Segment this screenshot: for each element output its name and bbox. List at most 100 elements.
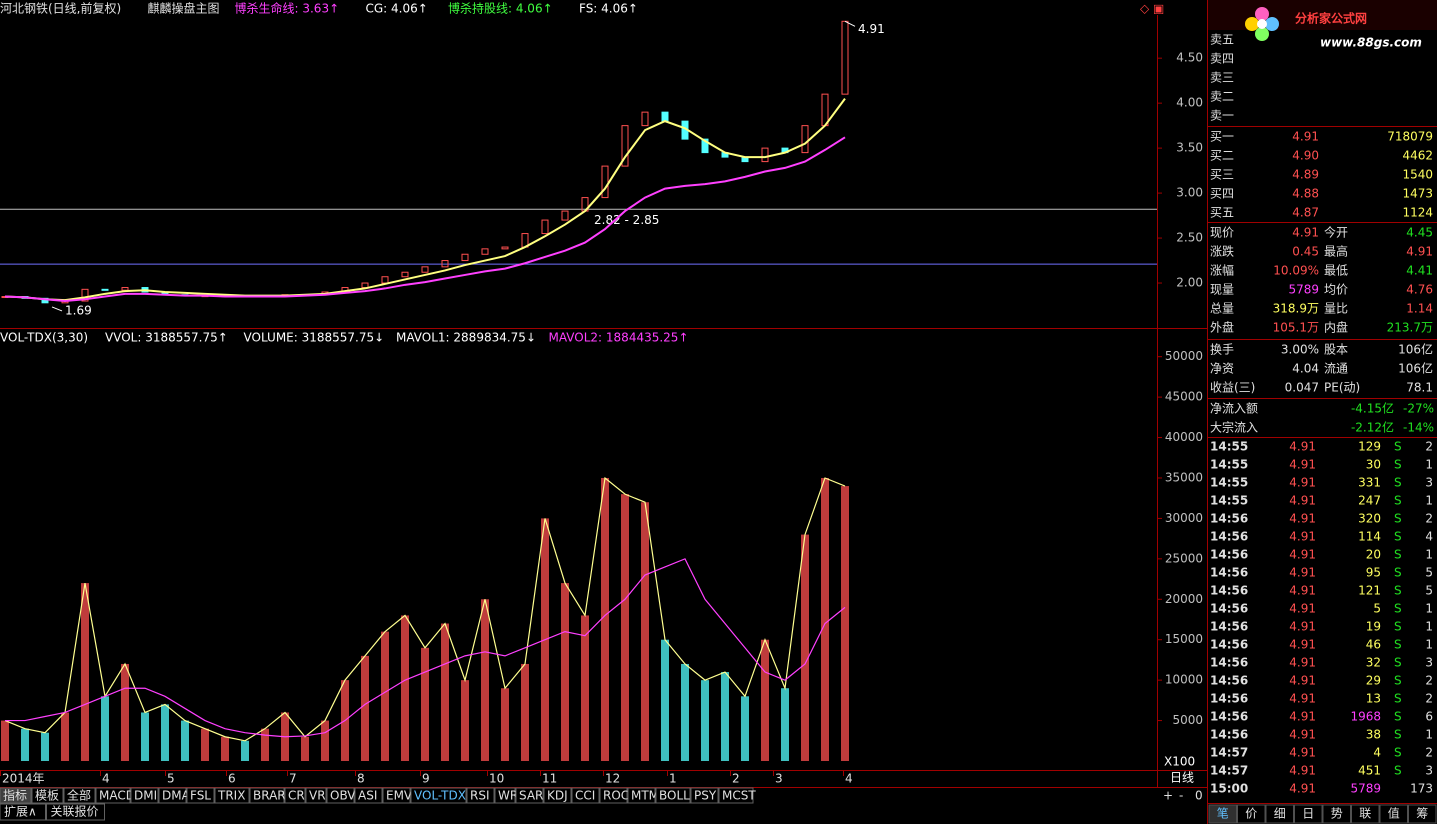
- indicator-tab[interactable]: [354, 787, 383, 804]
- stat-label: 总量: [1210, 302, 1234, 316]
- panel-tab[interactable]: [1322, 804, 1351, 824]
- fund-value: 0.047: [1285, 381, 1319, 395]
- panel-tab-label[interactable]: 价: [1245, 807, 1257, 821]
- indicator-tab-label[interactable]: WR: [498, 789, 518, 803]
- candle: [81, 288, 89, 302]
- trade-volume: 114: [1358, 530, 1381, 544]
- y-tick-label: 35000: [1165, 470, 1203, 484]
- indicator-tab[interactable]: [571, 787, 600, 804]
- indicator-tab[interactable]: [543, 787, 572, 804]
- trade-side: S: [1394, 602, 1402, 616]
- indicator-tab[interactable]: [599, 787, 628, 804]
- stat-value: 213.7万: [1387, 321, 1433, 335]
- indicator-tab-label[interactable]: TRIX: [217, 789, 245, 803]
- indicator-tab[interactable]: [627, 787, 656, 804]
- indicator-tab[interactable]: [410, 787, 467, 804]
- indicator-tab[interactable]: [95, 787, 131, 804]
- indicator-tab[interactable]: [63, 787, 96, 804]
- indicator-tab[interactable]: [718, 787, 754, 804]
- panel-tab-label[interactable]: 筹: [1416, 807, 1428, 821]
- indicator-tab-label[interactable]: FSL: [190, 789, 211, 803]
- indicator-tab[interactable]: [494, 787, 516, 804]
- indicator-tab-label[interactable]: 指标: [3, 788, 27, 803]
- indicator-tab-label[interactable]: VR: [309, 789, 326, 803]
- indicator-tab[interactable]: [655, 787, 691, 804]
- panel-tab-label[interactable]: 值: [1388, 806, 1400, 821]
- date-label: 6: [228, 772, 236, 786]
- panel-tab-label[interactable]: 日: [1302, 807, 1314, 821]
- bottom-tab-label[interactable]: 扩展∧: [4, 805, 37, 819]
- flow-percent: -27%: [1403, 402, 1434, 416]
- volume-bar: [521, 663, 529, 761]
- indicator-tab-label[interactable]: MTM: [631, 789, 659, 803]
- zoom-button[interactable]: +: [1163, 789, 1173, 803]
- indicator-tab-label[interactable]: VOL-TDX: [414, 789, 466, 803]
- indicator-tab[interactable]: [305, 787, 327, 804]
- panel-tab[interactable]: [1265, 804, 1294, 824]
- indicator-tab-label[interactable]: DMI: [134, 789, 157, 803]
- indicator-tab[interactable]: [214, 787, 250, 804]
- panel-tab-label[interactable]: 笔: [1217, 806, 1229, 821]
- indicator-tab[interactable]: [326, 787, 355, 804]
- zoom-button[interactable]: 0: [1195, 789, 1203, 803]
- panel-tab[interactable]: [1294, 804, 1323, 824]
- trade-time: 14:55: [1210, 494, 1248, 508]
- indicator-tab-label[interactable]: PSY: [694, 789, 717, 803]
- indicator-tab[interactable]: [690, 787, 719, 804]
- indicator-tab[interactable]: [515, 787, 544, 804]
- trade-volume: 95: [1366, 566, 1381, 580]
- indicator-tab-label[interactable]: 全部: [67, 788, 91, 803]
- indicator-tab[interactable]: [0, 787, 32, 804]
- indicator-tab-label[interactable]: SAR: [519, 789, 543, 803]
- ask-label: 卖五: [1210, 33, 1234, 47]
- panel-tab-label[interactable]: 联: [1359, 807, 1371, 821]
- zoom-button[interactable]: -: [1179, 789, 1183, 803]
- indicator-tab-label[interactable]: ROC: [603, 789, 629, 803]
- window-icons[interactable]: ◇ ▣: [1140, 2, 1164, 16]
- volume-bar: [721, 672, 729, 761]
- panel-tab[interactable]: [1379, 804, 1408, 824]
- indicator-tab-label[interactable]: OBV: [330, 789, 356, 803]
- indicator-tab-label[interactable]: MACD: [99, 789, 135, 803]
- stat-value: 4.76: [1406, 283, 1433, 297]
- indicator-tab-label[interactable]: CR: [288, 789, 305, 803]
- indicator-tab[interactable]: [249, 787, 285, 804]
- candle: [661, 111, 669, 122]
- trade-side: S: [1394, 548, 1402, 562]
- volume-bar: [601, 477, 609, 761]
- indicator-tab[interactable]: [284, 787, 306, 804]
- bottom-tab[interactable]: [0, 803, 46, 821]
- candle: [101, 288, 109, 291]
- indicator-tab-label[interactable]: DMA: [162, 789, 191, 803]
- indicator-tab-label[interactable]: RSI: [470, 789, 490, 803]
- stat-label: 均价: [1324, 283, 1348, 297]
- bottom-tab[interactable]: [46, 803, 105, 821]
- indicator-tab[interactable]: [382, 787, 411, 804]
- bottom-tab-label[interactable]: 关联报价: [51, 804, 99, 819]
- panel-tab[interactable]: [1351, 804, 1380, 824]
- indicator-tab-label[interactable]: KDJ: [547, 789, 568, 803]
- indicator-tab-label[interactable]: CCI: [575, 789, 595, 803]
- panel-tab[interactable]: [1208, 804, 1237, 824]
- indicator-tab[interactable]: [186, 787, 215, 804]
- flow-label: 净流入额: [1210, 402, 1258, 416]
- indicator-tab-label[interactable]: MCST: [722, 789, 756, 803]
- indicator-tab-label[interactable]: 模板: [35, 789, 59, 803]
- indicator-tab-label[interactable]: BOLL: [659, 789, 690, 803]
- indicator-tab-label[interactable]: BRAR: [253, 789, 286, 803]
- panel-tab[interactable]: [1408, 804, 1437, 824]
- indicator-tab[interactable]: [31, 787, 64, 804]
- indicator-tab[interactable]: [466, 787, 495, 804]
- volume-bar: [381, 631, 389, 761]
- panel-tab-label[interactable]: 细: [1274, 807, 1286, 821]
- indicator-tab[interactable]: [158, 787, 187, 804]
- candle: [461, 253, 469, 262]
- indicator-tab-label[interactable]: EMV: [386, 789, 413, 803]
- candle: [761, 147, 769, 163]
- legend-item: CG: 4.06↑: [366, 2, 428, 16]
- panel-tab[interactable]: [1237, 804, 1266, 824]
- indicator-tab-label[interactable]: ASI: [358, 789, 377, 803]
- trade-count: 1: [1425, 728, 1433, 742]
- panel-tab-label[interactable]: 势: [1331, 807, 1343, 821]
- indicator-tab[interactable]: [130, 787, 159, 804]
